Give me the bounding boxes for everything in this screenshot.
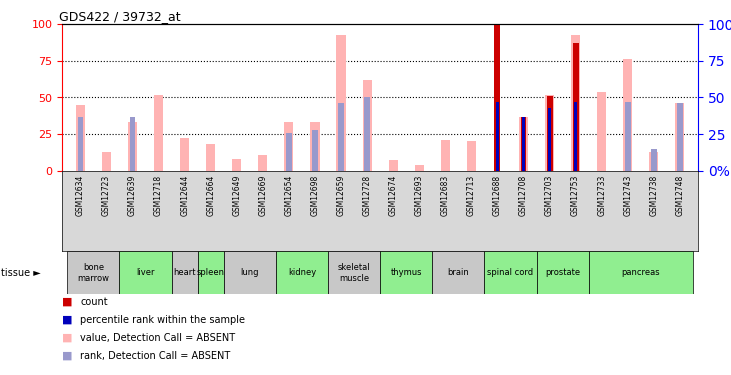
Bar [494,24,501,171]
Text: ■: ■ [62,333,72,343]
Bar [364,98,370,171]
Bar [519,117,528,171]
Text: GSM12748: GSM12748 [675,175,684,216]
Bar [363,80,371,171]
Bar [119,251,172,294]
Text: GSM12669: GSM12669 [258,175,268,216]
Bar [651,148,656,171]
Text: GSM12708: GSM12708 [519,175,528,216]
Bar [284,122,293,171]
Text: GSM12728: GSM12728 [363,175,371,216]
Text: GSM12674: GSM12674 [389,175,398,216]
Text: GSM12659: GSM12659 [336,175,346,216]
Text: GSM12718: GSM12718 [154,175,163,216]
Text: GSM12693: GSM12693 [414,175,424,216]
Text: ■: ■ [62,315,72,325]
Text: GSM12664: GSM12664 [206,175,215,216]
Bar [574,102,577,171]
Bar [623,60,632,171]
Bar [172,251,197,294]
Text: GSM12753: GSM12753 [571,175,580,216]
Text: thymus: thymus [390,268,422,277]
Text: ■: ■ [62,297,72,307]
Text: GSM12738: GSM12738 [649,175,659,216]
Text: GSM12634: GSM12634 [76,175,85,216]
Bar [224,251,276,294]
Bar [547,96,553,171]
Bar [258,154,268,171]
Bar [571,34,580,171]
Bar [154,94,163,171]
Text: GSM12743: GSM12743 [624,175,632,216]
Bar [572,44,578,171]
Bar [675,104,684,171]
Text: spleen: spleen [197,268,224,277]
Bar [311,122,319,171]
Bar [522,117,526,171]
Bar [380,251,432,294]
Text: GSM12654: GSM12654 [284,175,293,216]
Text: GSM12733: GSM12733 [597,175,606,216]
Text: percentile rank within the sample: percentile rank within the sample [80,315,246,325]
Bar [129,117,135,171]
Bar [467,141,476,171]
Bar [649,152,659,171]
Text: brain: brain [447,268,469,277]
Text: rank, Detection Call = ABSENT: rank, Detection Call = ABSENT [80,351,231,361]
Bar [206,144,215,171]
Bar [432,251,485,294]
Bar [180,138,189,171]
Bar [76,105,85,171]
Bar [545,94,554,171]
Text: GSM12703: GSM12703 [545,175,554,216]
Text: GSM12723: GSM12723 [102,175,111,216]
Text: GSM12644: GSM12644 [180,175,189,216]
Text: spinal cord: spinal cord [488,268,534,277]
Text: bone
marrow: bone marrow [77,263,110,282]
Text: tissue ►: tissue ► [1,268,40,278]
Text: GSM12649: GSM12649 [232,175,241,216]
Text: ■: ■ [62,351,72,361]
Bar [625,102,631,171]
Bar [338,104,344,171]
Text: kidney: kidney [288,268,316,277]
Text: pancreas: pancreas [621,268,660,277]
Bar [276,251,328,294]
Bar [441,140,450,171]
Text: GSM12713: GSM12713 [467,175,476,216]
Text: count: count [80,297,108,307]
Text: GSM12683: GSM12683 [441,175,450,216]
Bar [336,34,346,171]
Bar [102,152,111,171]
Text: GDS422 / 39732_at: GDS422 / 39732_at [59,10,181,23]
Text: prostate: prostate [545,268,580,277]
Text: liver: liver [136,268,155,277]
Bar [537,251,588,294]
Bar [77,117,83,171]
Text: GSM12698: GSM12698 [311,175,319,216]
Text: value, Detection Call = ABSENT: value, Detection Call = ABSENT [80,333,235,343]
Bar [520,117,526,171]
Bar [232,159,241,171]
Text: GSM12639: GSM12639 [128,175,137,216]
Bar [328,251,380,294]
Bar [485,251,537,294]
Bar [128,122,137,171]
Bar [597,92,606,171]
Text: GSM12688: GSM12688 [493,175,502,216]
Bar [286,133,292,171]
Text: lung: lung [240,268,259,277]
Bar [389,160,398,171]
Bar [67,251,119,294]
Bar [588,251,693,294]
Bar [197,251,224,294]
Text: heart: heart [173,268,196,277]
Bar [496,102,499,171]
Bar [677,104,683,171]
Bar [548,108,551,171]
Text: skeletal
muscle: skeletal muscle [338,263,371,282]
Bar [414,165,424,171]
Bar [312,130,318,171]
